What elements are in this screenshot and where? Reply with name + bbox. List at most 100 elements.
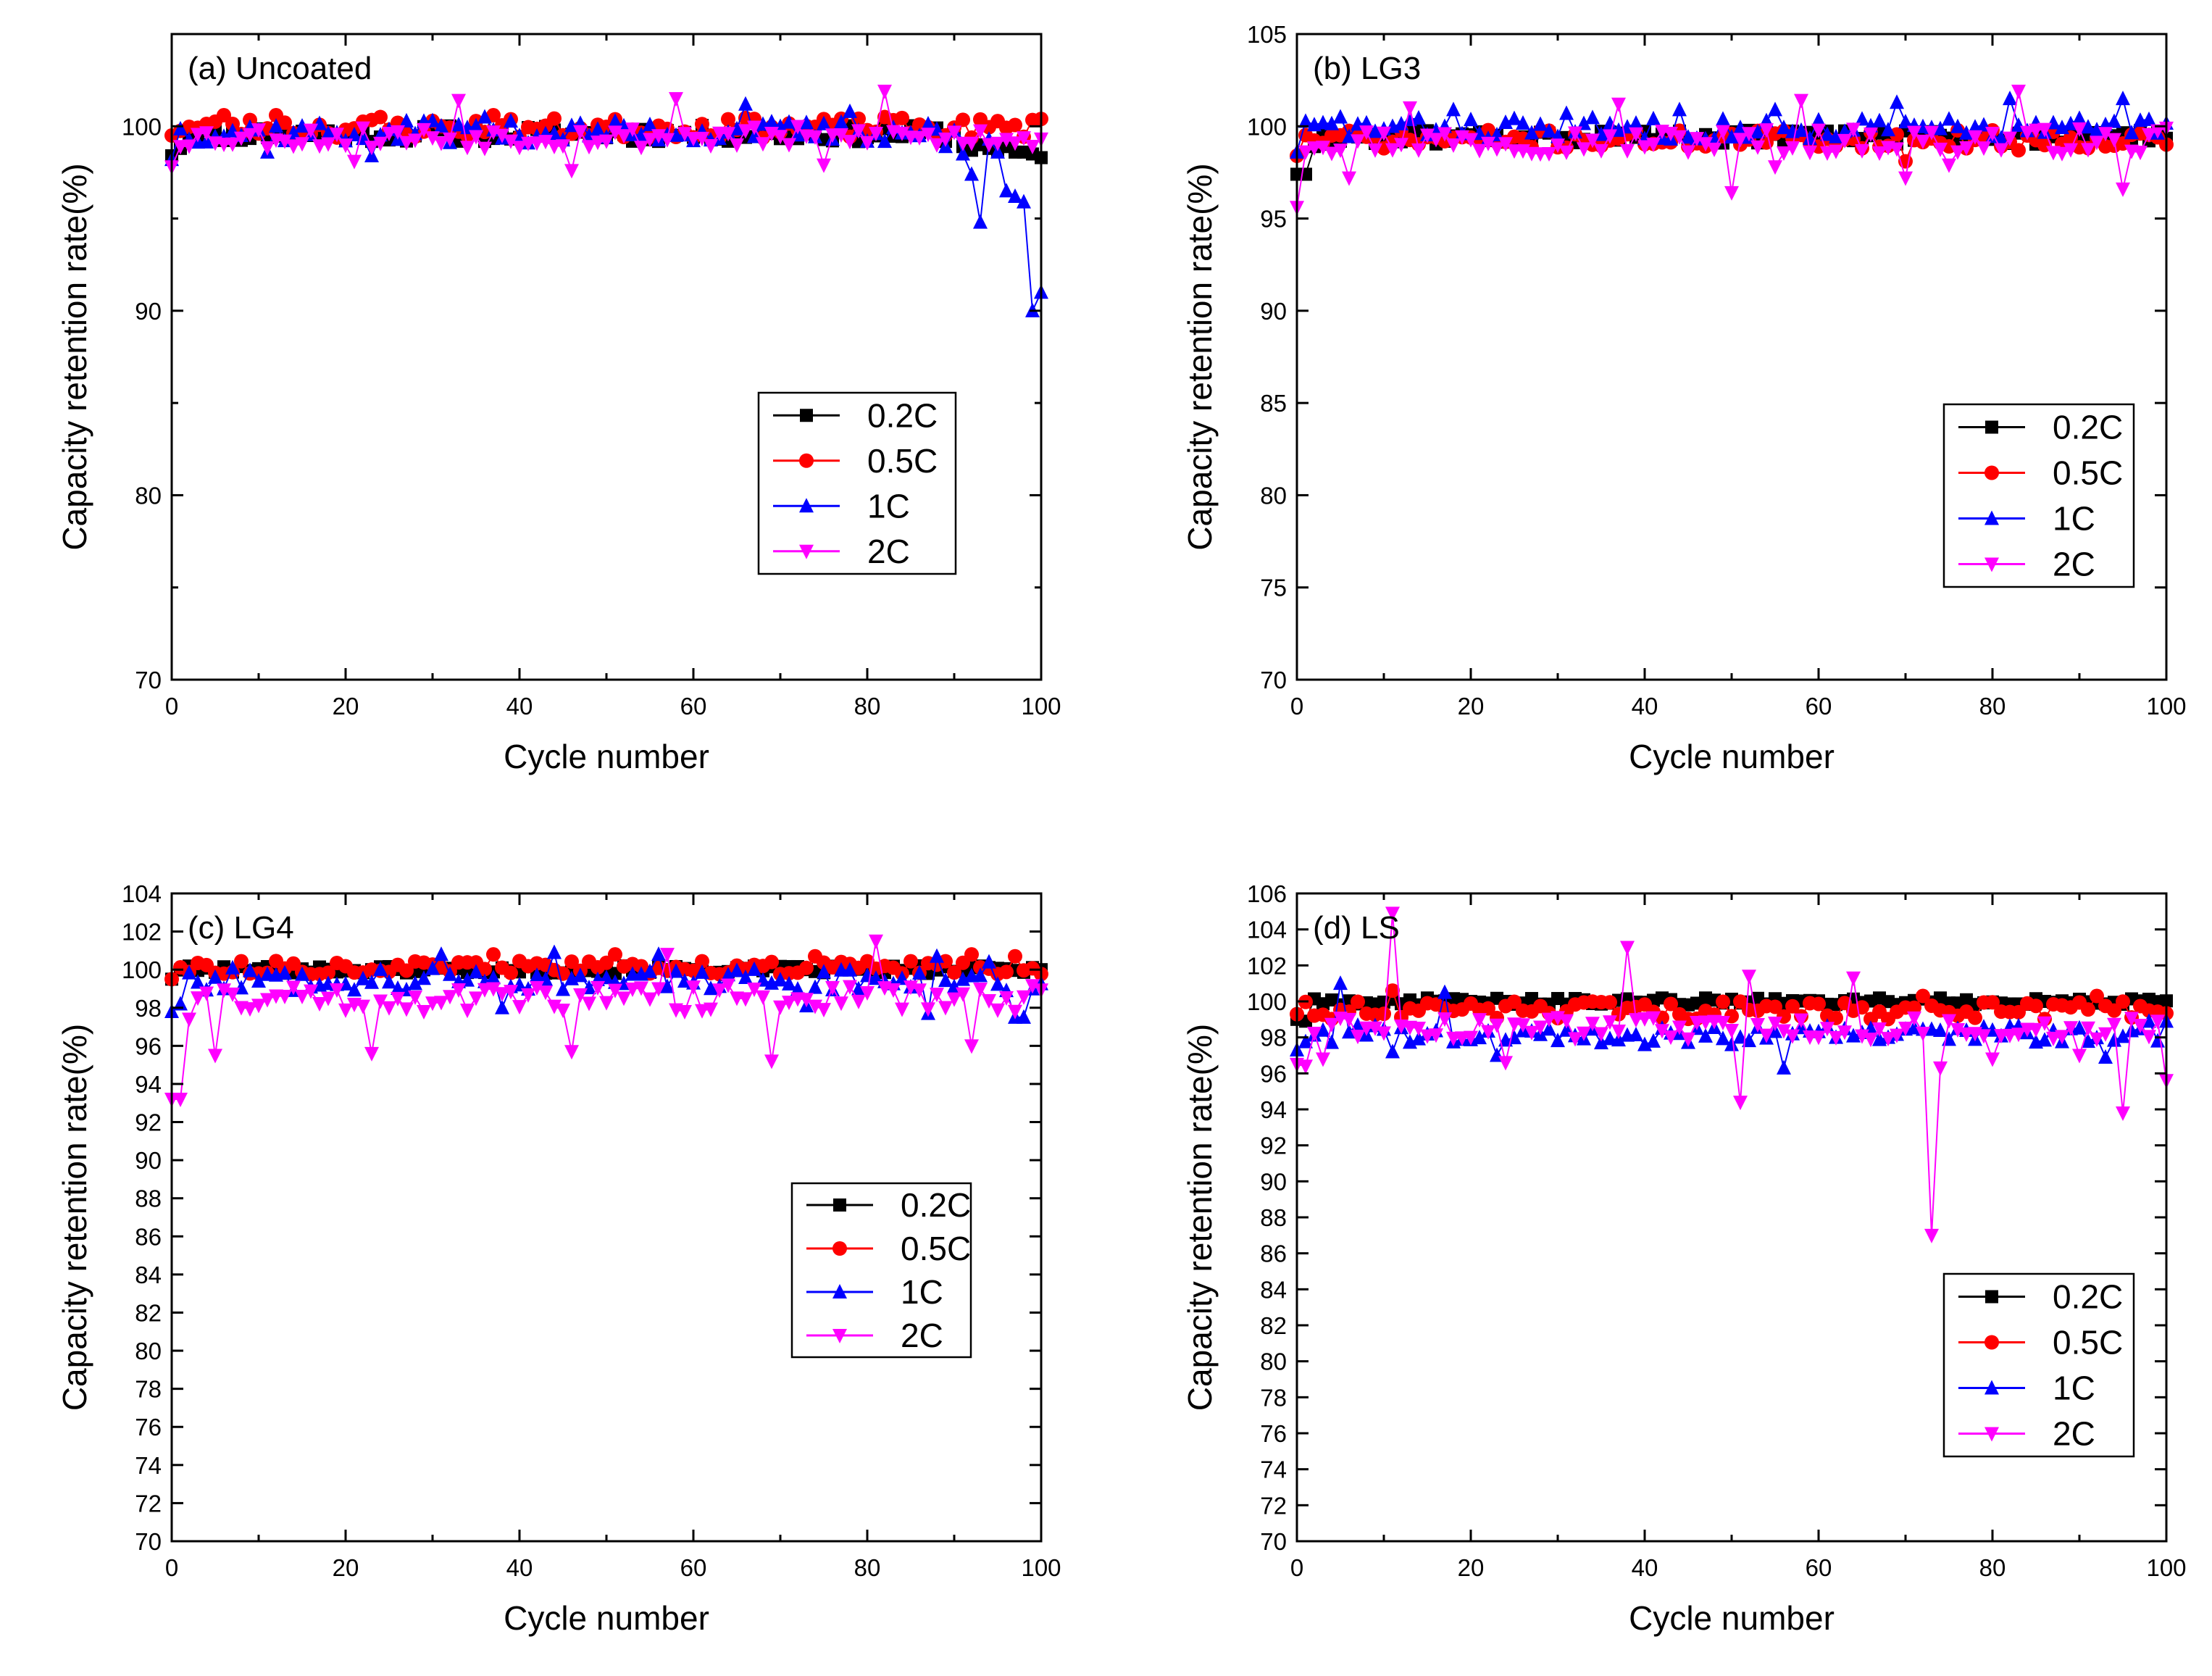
data-point-2C: [2046, 1031, 2061, 1046]
data-point-2C: [347, 154, 362, 170]
data-point-2C: [495, 987, 509, 1002]
data-point-2C: [538, 135, 553, 150]
data-point-2C: [2090, 1032, 2104, 1047]
data-point-2C: [1681, 145, 1695, 160]
data-point-1C: [912, 964, 927, 980]
data-point-1C: [1629, 114, 1643, 130]
data-point-2C: [295, 137, 309, 152]
data-point-2C: [982, 138, 996, 153]
data-point-2C: [1498, 1056, 1513, 1071]
data-point-0.5C: [1785, 998, 1800, 1014]
legend-label-1C: 1C: [2053, 1369, 2095, 1407]
data-point-1C: [973, 967, 988, 983]
data-point-2C: [1994, 143, 2008, 158]
panel-title: (d) LS: [1313, 910, 1400, 946]
data-point-1C: [669, 963, 683, 978]
data-point-1C: [199, 133, 214, 149]
legend-label-0.2C: 0.2C: [2053, 1278, 2123, 1316]
x-tick-label: 100: [1021, 693, 1061, 720]
series-line-2C: [1296, 913, 2167, 1235]
legend-marker-0.5C: [832, 1241, 847, 1256]
data-point-2C: [1942, 158, 1956, 173]
legend-label-0.5C: 0.5C: [867, 442, 938, 480]
y-tick-label: 102: [1247, 952, 1287, 979]
data-point-2C: [1017, 990, 1031, 1005]
data-point-2C: [1377, 126, 1391, 141]
legend-marker-0.5C: [1984, 1335, 1999, 1350]
data-point-2C: [2029, 1022, 2043, 1038]
data-point-2C: [999, 991, 1014, 1006]
data-point-1C: [1324, 115, 1339, 130]
y-tick-label: 100: [1247, 988, 1287, 1015]
data-point-2C: [956, 987, 970, 1002]
data-point-1C: [1603, 1030, 1617, 1046]
y-tick-label: 75: [1260, 575, 1287, 601]
data-point-2C: [1359, 125, 1374, 141]
y-tick-label: 102: [122, 919, 162, 946]
data-point-2C: [1924, 1228, 1939, 1243]
data-point-2C: [225, 987, 240, 1002]
data-point-2C: [1516, 1018, 1530, 1033]
data-point-1C: [1324, 1034, 1339, 1049]
data-point-2C: [1794, 1013, 1808, 1028]
x-tick-label: 80: [1979, 693, 2006, 720]
x-tick-label: 80: [854, 693, 881, 720]
y-tick-label: 84: [1260, 1276, 1287, 1303]
data-point-2C: [1559, 1014, 1574, 1029]
y-tick-label: 80: [135, 1338, 162, 1364]
data-point-2C: [921, 1002, 935, 1017]
data-point-1C: [434, 946, 448, 962]
data-point-1C: [999, 183, 1014, 198]
data-point-2C: [973, 124, 988, 139]
data-point-2C: [990, 136, 1005, 151]
data-point-2C: [721, 978, 735, 993]
data-point-2C: [590, 136, 605, 151]
legend-box: [757, 391, 957, 575]
data-point-2C: [1603, 129, 1617, 144]
legend: 0.2C 0.5C 1C 2C: [1942, 1272, 2135, 1458]
data-point-2C: [417, 1005, 431, 1020]
x-tick-label: 40: [1632, 1554, 1658, 1581]
data-point-2C: [1481, 1025, 1495, 1040]
data-point-2C: [1820, 146, 1835, 161]
data-point-1C: [634, 126, 648, 141]
data-point-2C: [2055, 1030, 2069, 1045]
data-point-2C: [1429, 1028, 1443, 1043]
data-point-2C: [556, 139, 570, 154]
data-point-2C: [2063, 1021, 2078, 1036]
y-tick-label: 84: [135, 1262, 162, 1288]
plot-area: [1290, 84, 2174, 216]
data-point-2C: [912, 130, 927, 146]
data-point-2C: [1968, 130, 1982, 145]
data-point-1C: [851, 980, 866, 996]
data-point-2C: [1324, 146, 1339, 162]
data-point-0.5C: [956, 112, 970, 128]
data-point-1C: [1629, 1026, 1643, 1041]
data-point-2C: [599, 134, 614, 149]
data-point-1C: [2055, 120, 2069, 135]
data-point-2C: [1759, 123, 1774, 138]
data-point-2C: [1646, 1011, 1661, 1026]
data-point-1C: [1594, 1035, 1608, 1050]
x-tick-label: 100: [1021, 1554, 1061, 1581]
legend-marker-2C: [832, 1329, 847, 1343]
data-point-2C: [1837, 133, 1852, 149]
data-point-2C: [677, 127, 692, 142]
data-point-2C: [251, 998, 266, 1014]
data-point-2C: [1933, 142, 1948, 157]
data-point-1C: [1411, 1030, 1426, 1046]
data-point-1C: [773, 972, 788, 987]
data-point-0.5C: [234, 954, 249, 969]
data-point-2C: [851, 994, 866, 1009]
legend-marker-2C: [799, 544, 814, 559]
data-point-0.5C: [2090, 988, 2104, 1004]
data-point-2C: [1498, 137, 1513, 152]
data-point-2C: [1490, 142, 1504, 157]
legend-marker-0.2C: [800, 409, 813, 422]
data-point-2C: [1768, 160, 1782, 175]
legend-box: [790, 1182, 972, 1359]
data-point-0.5C: [1385, 983, 1400, 998]
data-point-1C: [486, 970, 501, 985]
x-tick-label: 100: [2146, 1554, 2186, 1581]
